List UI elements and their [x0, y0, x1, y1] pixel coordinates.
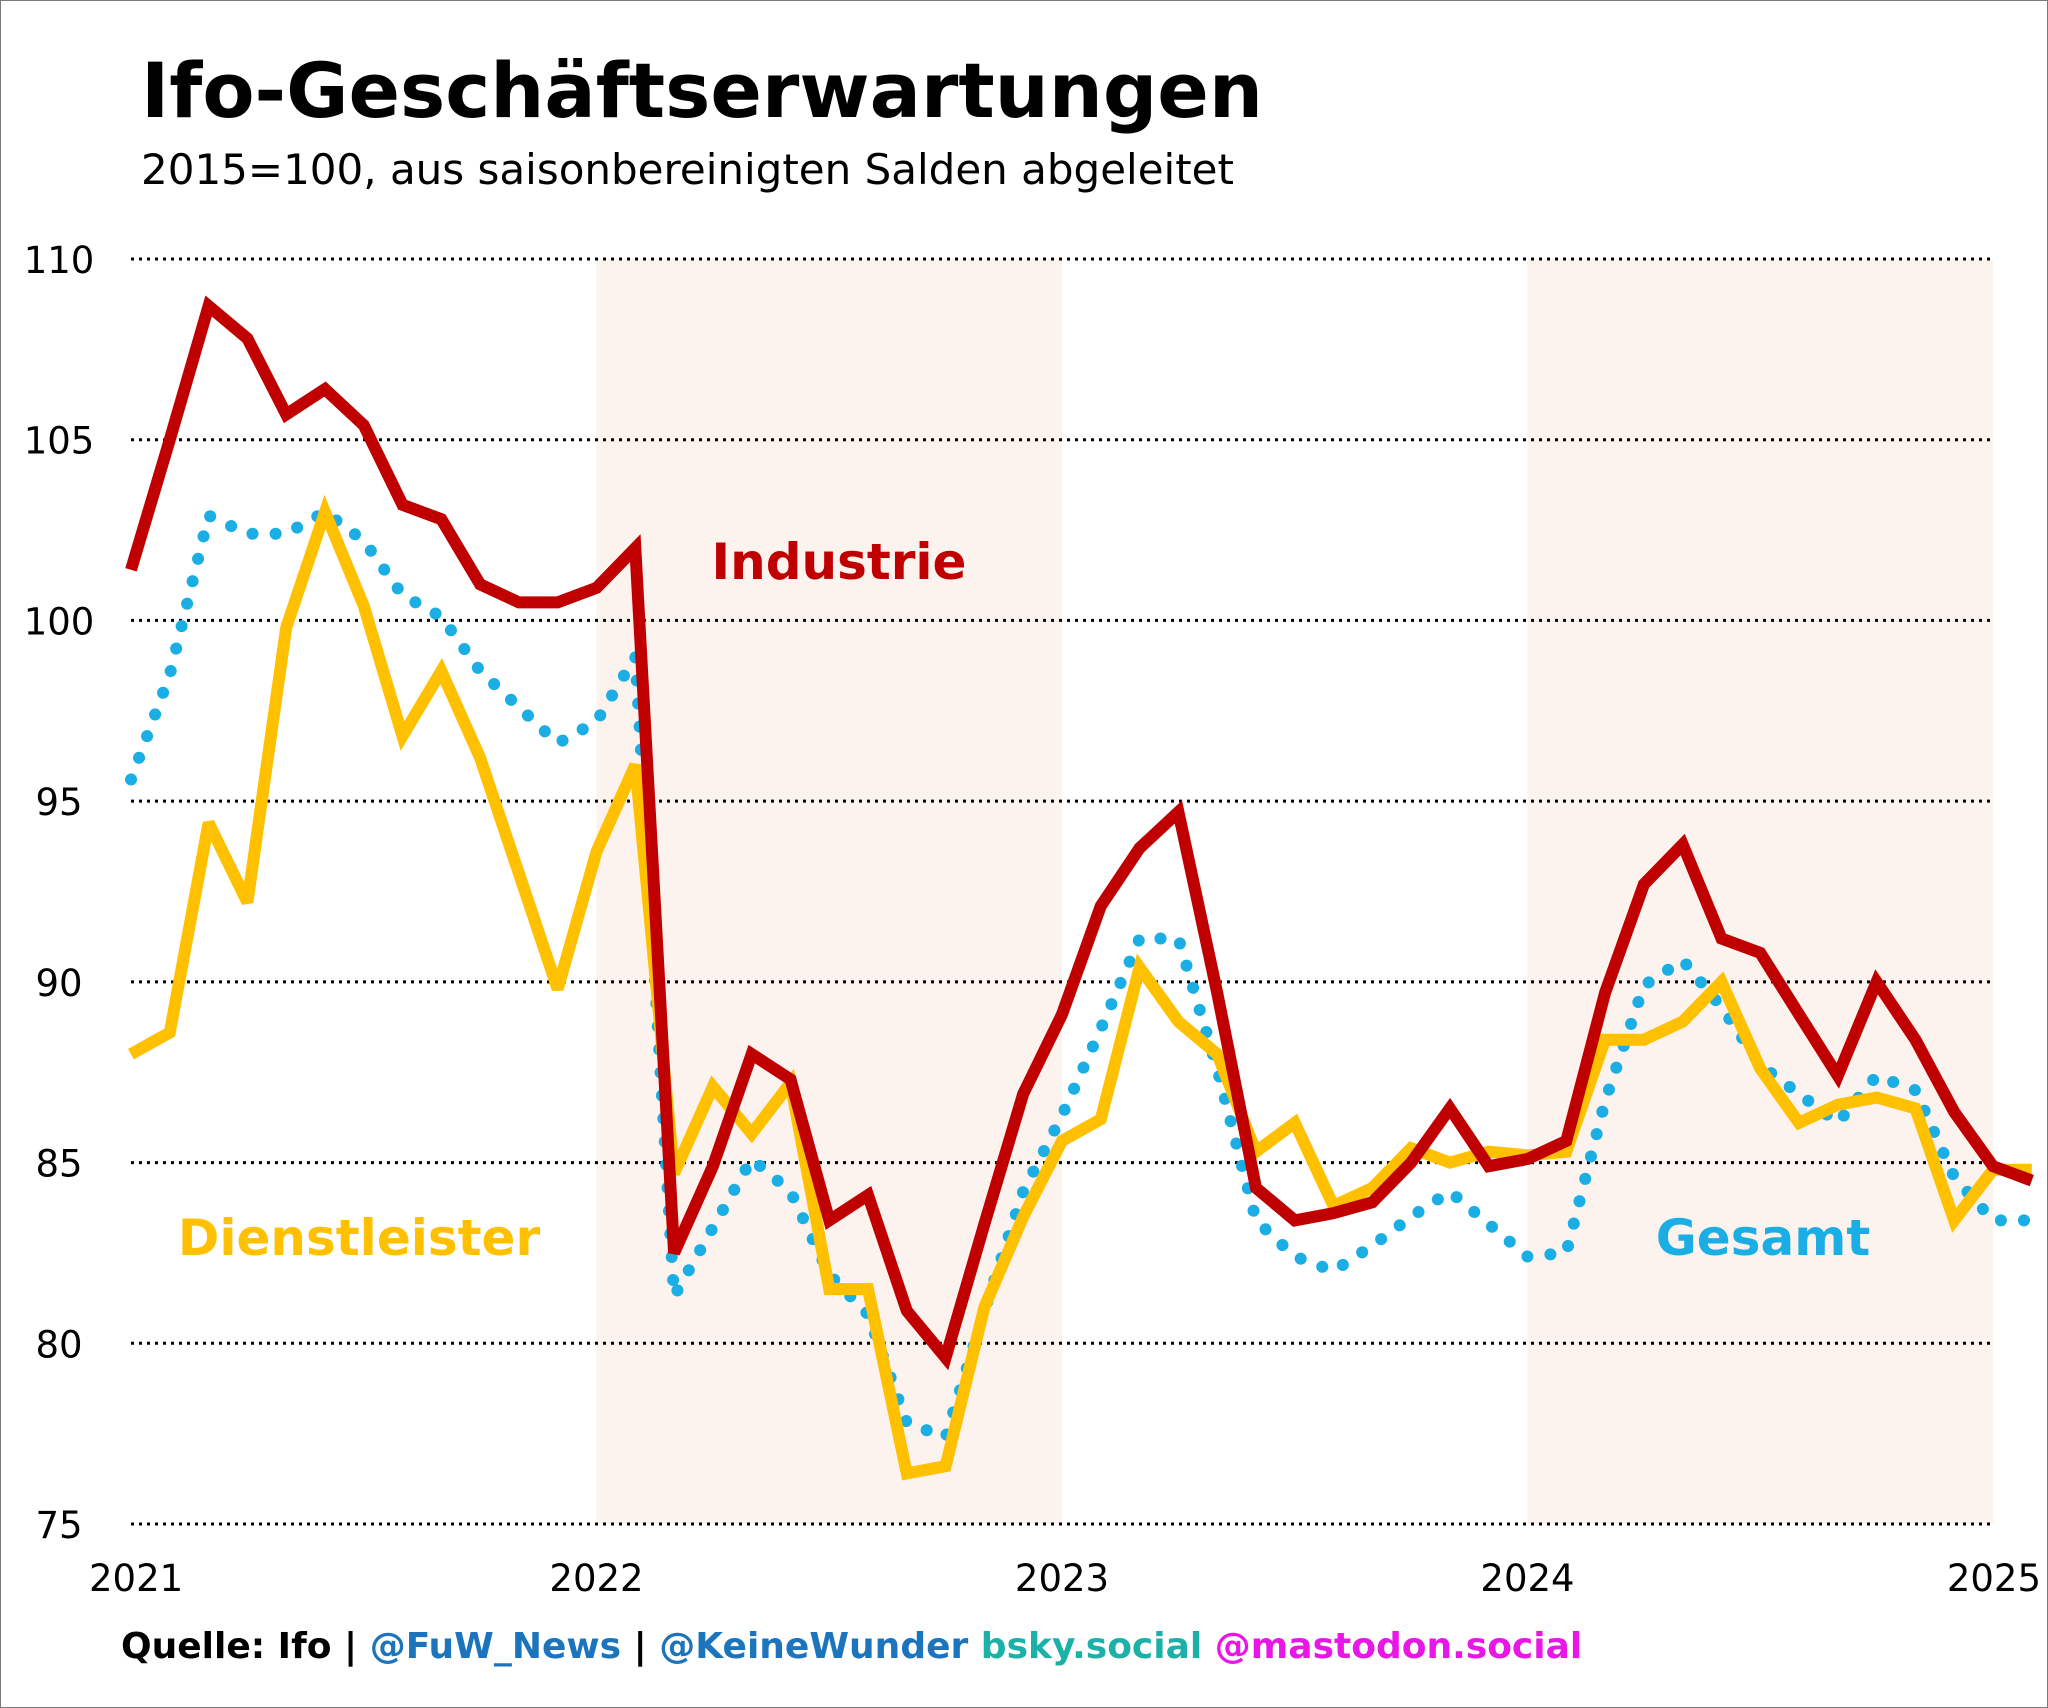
series-line-industrie: [125, 295, 2034, 1371]
series-label-gesamt: Gesamt: [1656, 1209, 1870, 1267]
footer-mastodon[interactable]: @mastodon.social: [1202, 1626, 1583, 1667]
footer-bsky[interactable]: bsky.social: [968, 1626, 1203, 1667]
footer-source: Quelle: Ifo: [121, 1626, 332, 1667]
x-axis-ticks: 2021 2022 2023 2024 2025: [89, 1557, 2041, 1600]
chart-subtitle: 2015=100, aus saisonbereinigten Salden a…: [141, 145, 1234, 194]
year-shading: [596, 259, 1993, 1524]
footer-handle-keinewunder[interactable]: @KeineWunder: [659, 1626, 969, 1667]
y-tick-label: 80: [35, 1323, 82, 1366]
x-tick-label: 2025: [1947, 1557, 2041, 1600]
footer-handle-fuw[interactable]: @FuW_News: [369, 1626, 622, 1667]
footer-separator: |: [621, 1626, 660, 1667]
y-tick-label: 95: [35, 781, 82, 824]
x-tick-label: 2021: [89, 1557, 183, 1600]
y-tick-label: 85: [35, 1143, 82, 1186]
series-line-gesamt: [125, 504, 2038, 1446]
gridlines: [131, 257, 1993, 1526]
series-label-industrie: Industrie: [712, 533, 967, 591]
footer-credits: Quelle: Ifo | @FuW_News | @KeineWunder b…: [121, 1629, 1582, 1665]
shaded-year-band: [596, 259, 1062, 1524]
y-axis-ticks: 75 80 85 90 95 100 105 110: [24, 239, 95, 1547]
x-tick-label: 2023: [1015, 1557, 1109, 1600]
footer-separator: |: [331, 1626, 370, 1667]
x-tick-label: 2024: [1480, 1557, 1574, 1600]
series-label-dienstleister: Dienstleister: [178, 1209, 541, 1267]
series-line-dienstleister: [128, 494, 2032, 1481]
y-tick-label: 110: [24, 239, 95, 282]
series-lines: [125, 295, 2038, 1481]
x-tick-label: 2022: [549, 1557, 643, 1600]
shaded-year-band: [1527, 259, 1993, 1524]
chart-title: Ifo-Geschäftserwartungen: [141, 46, 1263, 135]
y-tick-label: 75: [35, 1504, 82, 1547]
series-annotations: Industrie Dienstleister Gesamt: [178, 533, 1870, 1267]
y-tick-label: 100: [24, 600, 95, 643]
y-tick-label: 105: [24, 420, 95, 463]
y-tick-label: 90: [35, 962, 82, 1005]
